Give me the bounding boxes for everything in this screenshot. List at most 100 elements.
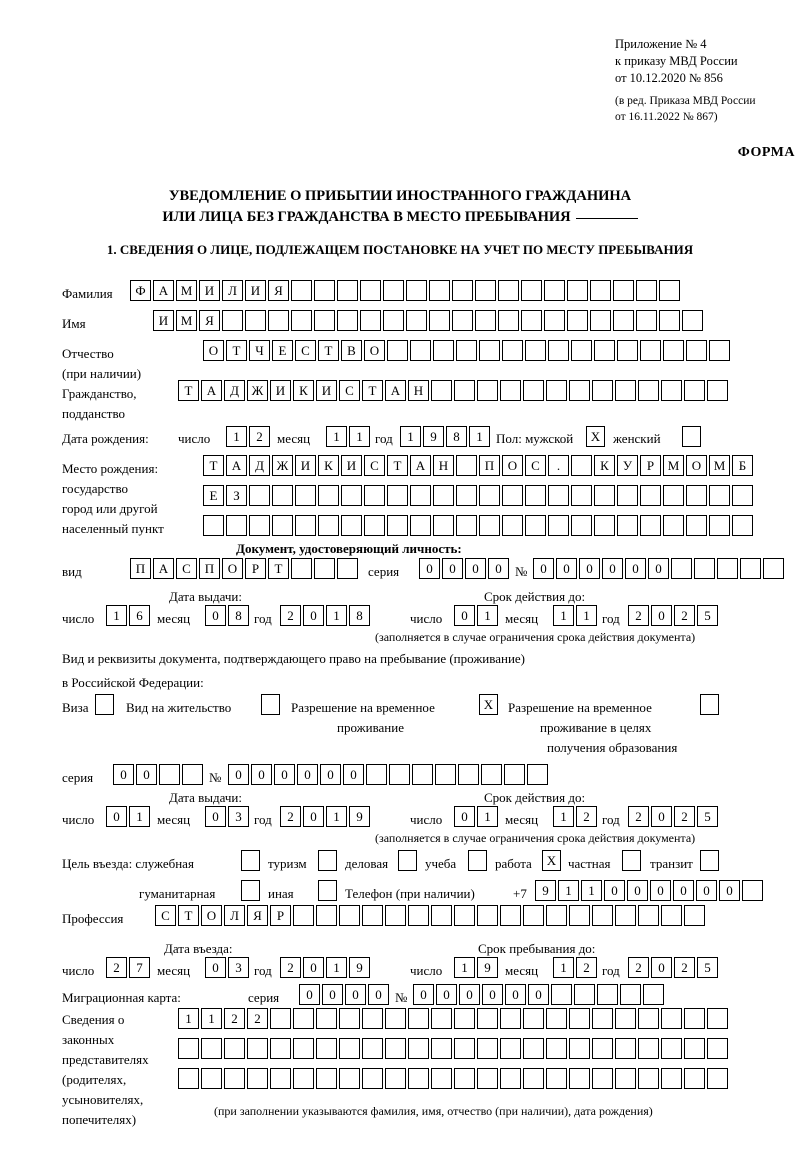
char-cell[interactable] — [617, 515, 638, 536]
char-cell[interactable] — [293, 1038, 314, 1059]
birth-place-row-3-cells[interactable] — [203, 515, 753, 536]
char-cell[interactable]: 0 — [696, 880, 717, 901]
checkbox-purpose-study[interactable] — [468, 850, 487, 871]
char-cell[interactable] — [387, 485, 408, 506]
char-cell[interactable] — [636, 280, 657, 301]
char-cell[interactable] — [383, 280, 404, 301]
char-cell[interactable] — [201, 1068, 222, 1089]
char-cell[interactable] — [291, 558, 312, 579]
char-cell[interactable] — [571, 515, 592, 536]
char-cell[interactable] — [433, 515, 454, 536]
char-cell[interactable] — [502, 485, 523, 506]
char-cell[interactable]: 1 — [400, 426, 421, 447]
char-cell[interactable] — [590, 280, 611, 301]
char-cell[interactable] — [433, 485, 454, 506]
char-cell[interactable] — [686, 340, 707, 361]
char-cell[interactable] — [643, 984, 664, 1005]
char-cell[interactable]: 0 — [648, 558, 669, 579]
char-cell[interactable] — [387, 340, 408, 361]
char-cell[interactable] — [548, 340, 569, 361]
char-cell[interactable]: 1 — [201, 1008, 222, 1029]
char-cell[interactable] — [638, 1008, 659, 1029]
char-cell[interactable]: Ч — [249, 340, 270, 361]
char-cell[interactable] — [477, 1068, 498, 1089]
checkbox-purpose-other[interactable] — [318, 880, 337, 901]
char-cell[interactable] — [362, 1038, 383, 1059]
char-cell[interactable]: Я — [268, 280, 289, 301]
char-cell[interactable] — [362, 905, 383, 926]
char-cell[interactable] — [477, 1008, 498, 1029]
char-cell[interactable] — [477, 1038, 498, 1059]
char-cell[interactable]: 1 — [226, 426, 247, 447]
char-cell[interactable] — [456, 340, 477, 361]
char-cell[interactable] — [523, 1068, 544, 1089]
char-cell[interactable]: . — [548, 455, 569, 476]
char-cell[interactable] — [387, 515, 408, 536]
char-cell[interactable] — [638, 1038, 659, 1059]
char-cell[interactable]: 0 — [465, 558, 486, 579]
title-blank-line[interactable] — [575, 218, 638, 219]
char-cell[interactable]: 0 — [651, 806, 672, 827]
char-cell[interactable]: 1 — [326, 806, 347, 827]
char-cell[interactable] — [523, 905, 544, 926]
char-cell[interactable] — [364, 485, 385, 506]
char-cell[interactable] — [389, 764, 410, 785]
char-cell[interactable]: А — [201, 380, 222, 401]
char-cell[interactable]: Р — [245, 558, 266, 579]
char-cell[interactable]: 0 — [136, 764, 157, 785]
char-cell[interactable]: 2 — [280, 605, 301, 626]
char-cell[interactable] — [341, 485, 362, 506]
char-cell[interactable] — [574, 984, 595, 1005]
char-cell[interactable] — [638, 905, 659, 926]
legal-rep-row-3-cells[interactable] — [178, 1068, 728, 1089]
char-cell[interactable]: Я — [247, 905, 268, 926]
char-cell[interactable]: Д — [249, 455, 270, 476]
char-cell[interactable] — [385, 905, 406, 926]
char-cell[interactable] — [640, 515, 661, 536]
char-cell[interactable]: 1 — [129, 806, 150, 827]
char-cell[interactable]: 1 — [581, 880, 602, 901]
char-cell[interactable]: 2 — [280, 957, 301, 978]
char-cell[interactable]: 1 — [326, 957, 347, 978]
char-cell[interactable]: 0 — [113, 764, 134, 785]
char-cell[interactable] — [408, 1068, 429, 1089]
char-cell[interactable]: 0 — [299, 984, 320, 1005]
char-cell[interactable] — [408, 1038, 429, 1059]
char-cell[interactable] — [615, 1008, 636, 1029]
char-cell[interactable] — [435, 764, 456, 785]
char-cell[interactable]: 9 — [349, 806, 370, 827]
char-cell[interactable]: 1 — [469, 426, 490, 447]
char-cell[interactable] — [481, 764, 502, 785]
char-cell[interactable] — [569, 1008, 590, 1029]
char-cell[interactable]: И — [270, 380, 291, 401]
char-cell[interactable]: 0 — [579, 558, 600, 579]
char-cell[interactable] — [291, 310, 312, 331]
char-cell[interactable] — [525, 515, 546, 536]
char-cell[interactable] — [247, 1068, 268, 1089]
char-cell[interactable]: 0 — [205, 806, 226, 827]
char-cell[interactable]: 0 — [604, 880, 625, 901]
char-cell[interactable]: 2 — [280, 806, 301, 827]
char-cell[interactable]: 0 — [556, 558, 577, 579]
char-cell[interactable] — [636, 310, 657, 331]
char-cell[interactable] — [684, 905, 705, 926]
char-cell[interactable]: А — [226, 455, 247, 476]
char-cell[interactable] — [661, 1038, 682, 1059]
char-cell[interactable]: 2 — [576, 806, 597, 827]
char-cell[interactable] — [314, 558, 335, 579]
char-cell[interactable] — [178, 1068, 199, 1089]
char-cell[interactable] — [661, 1008, 682, 1029]
char-cell[interactable]: С — [176, 558, 197, 579]
char-cell[interactable]: О — [222, 558, 243, 579]
char-cell[interactable]: И — [295, 455, 316, 476]
char-cell[interactable] — [709, 515, 730, 536]
char-cell[interactable]: 0 — [106, 806, 127, 827]
char-cell[interactable]: 0 — [602, 558, 623, 579]
char-cell[interactable] — [270, 1038, 291, 1059]
